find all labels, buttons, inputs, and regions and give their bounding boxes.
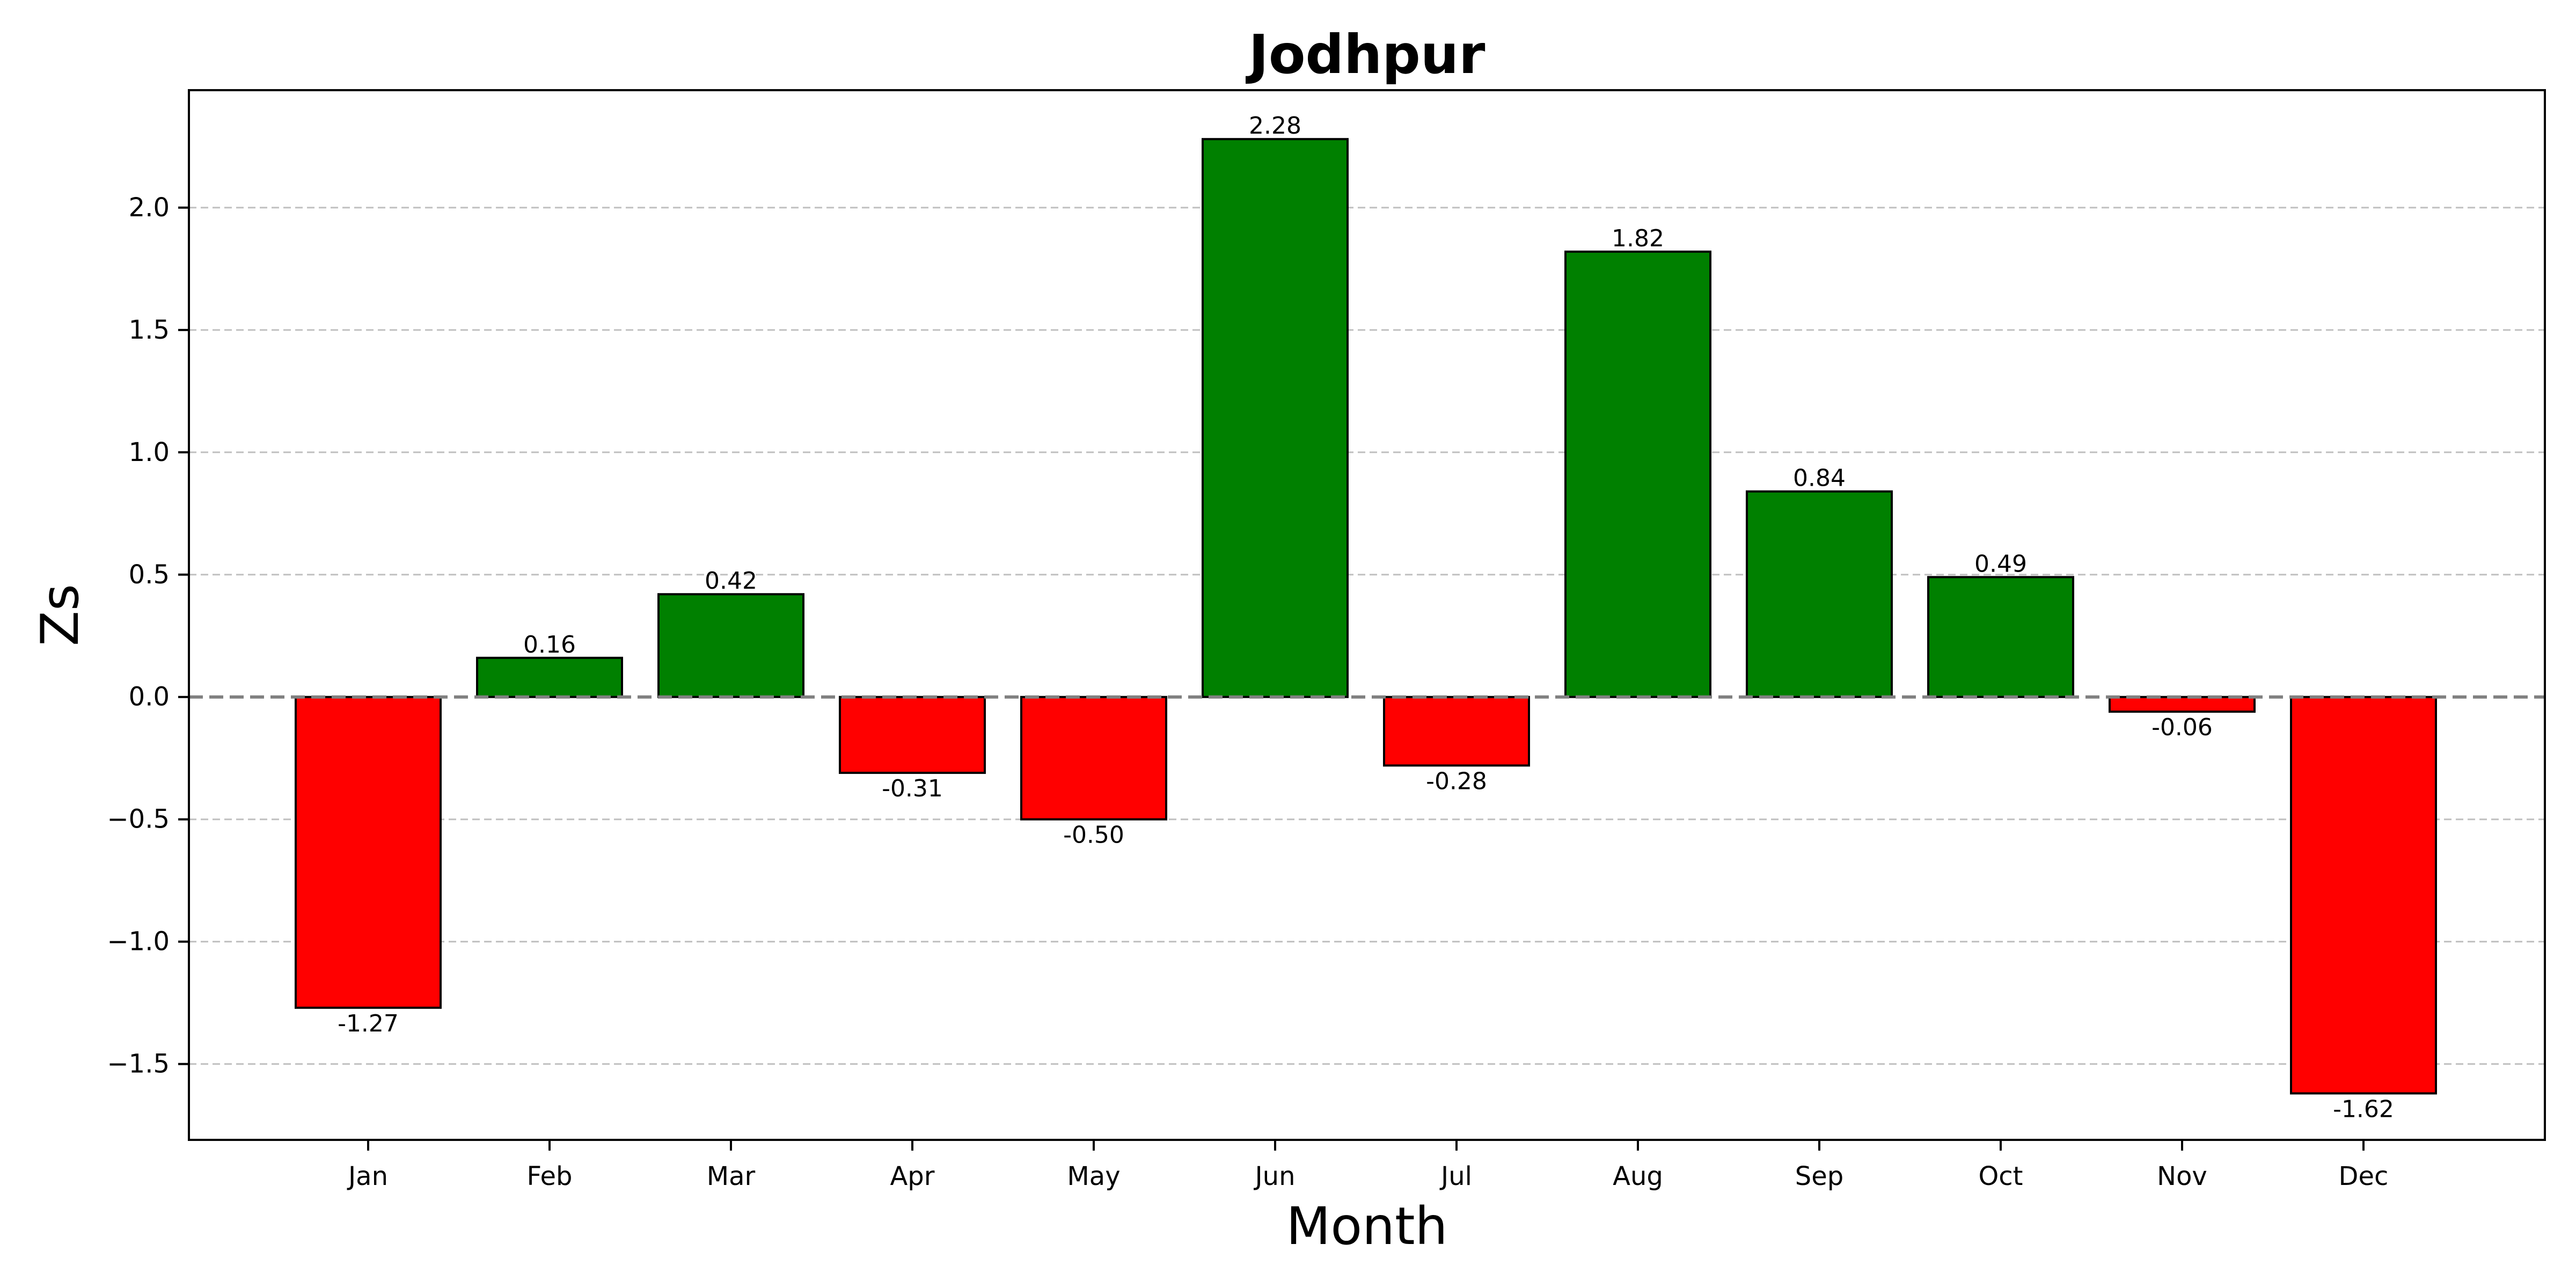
bar-mar bbox=[657, 593, 804, 698]
bar-may bbox=[1020, 696, 1167, 821]
x-tick-label-aug: Aug bbox=[1613, 1161, 1663, 1191]
y-tick-label: 0.0 bbox=[129, 682, 170, 712]
bar-apr bbox=[839, 696, 986, 774]
bar-nov bbox=[2109, 696, 2256, 713]
y-tick-label: 2.0 bbox=[129, 193, 170, 223]
data-label-mar: 0.42 bbox=[705, 567, 757, 595]
y-tick-label: 1.0 bbox=[129, 437, 170, 467]
y-axis-label: Zs bbox=[30, 584, 90, 646]
data-label-aug: 1.82 bbox=[1612, 225, 1664, 252]
x-tick-label-dec: Dec bbox=[2339, 1161, 2389, 1191]
grid-lines bbox=[189, 207, 2545, 1065]
data-label-jan: -1.27 bbox=[338, 1010, 399, 1037]
bar-jan bbox=[295, 696, 442, 1009]
bars bbox=[295, 138, 2437, 1095]
bar-sep bbox=[1746, 490, 1893, 698]
x-tick-label-oct: Oct bbox=[1979, 1161, 2023, 1191]
plot-frame bbox=[188, 89, 2546, 1141]
bar-oct bbox=[1927, 576, 2074, 698]
x-tick-label-jul: Jul bbox=[1439, 1161, 1472, 1191]
data-label-apr: -0.31 bbox=[882, 775, 943, 802]
bar-dec bbox=[2290, 696, 2437, 1095]
data-label-may: -0.50 bbox=[1063, 822, 1124, 849]
x-tick-label-jun: Jun bbox=[1254, 1161, 1296, 1191]
y-tick-label: −1.5 bbox=[107, 1049, 170, 1079]
x-tick-label-apr: Apr bbox=[890, 1161, 934, 1191]
y-tick-label: 1.5 bbox=[129, 315, 170, 345]
x-tick-label-sep: Sep bbox=[1795, 1161, 1843, 1191]
bar-jun bbox=[1202, 138, 1349, 698]
data-label-nov: -0.06 bbox=[2151, 714, 2213, 741]
data-label-oct: 0.49 bbox=[1974, 550, 2027, 577]
x-tick-label-jan: Jan bbox=[347, 1161, 388, 1191]
data-label-jun: 2.28 bbox=[1249, 112, 1301, 140]
data-label-jul: -0.28 bbox=[1426, 767, 1487, 795]
x-tick-label-mar: Mar bbox=[707, 1161, 756, 1191]
chart-title: Jodhpur bbox=[1246, 23, 1485, 86]
x-axis-ticks: Jan Feb Mar Apr May Jun Jul Aug Sep Oct Nov Dec bbox=[347, 1140, 2388, 1191]
data-label-dec: -1.62 bbox=[2333, 1095, 2394, 1123]
y-tick-label: −1.0 bbox=[107, 927, 170, 957]
data-label-feb: 0.16 bbox=[523, 631, 576, 658]
bar-feb bbox=[476, 656, 623, 698]
y-tick-label: −0.5 bbox=[107, 804, 170, 835]
bar-jul bbox=[1383, 696, 1530, 767]
y-axis-ticks: −1.5 −1.0 −0.5 0.0 0.5 1.0 1.5 2.0 bbox=[107, 193, 189, 1079]
x-axis-label: Month bbox=[1286, 1196, 1448, 1256]
x-tick-label-may: May bbox=[1067, 1161, 1120, 1191]
data-label-sep: 0.84 bbox=[1793, 465, 1846, 492]
x-tick-label-nov: Nov bbox=[2157, 1161, 2207, 1191]
x-tick-label-feb: Feb bbox=[527, 1161, 573, 1191]
data-labels: -1.27 0.16 0.42 -0.31 -0.50 2.28 -0.28 1.82 0.84… bbox=[338, 112, 2394, 1123]
y-tick-label: 0.5 bbox=[129, 560, 170, 590]
bar-aug bbox=[1564, 250, 1711, 698]
